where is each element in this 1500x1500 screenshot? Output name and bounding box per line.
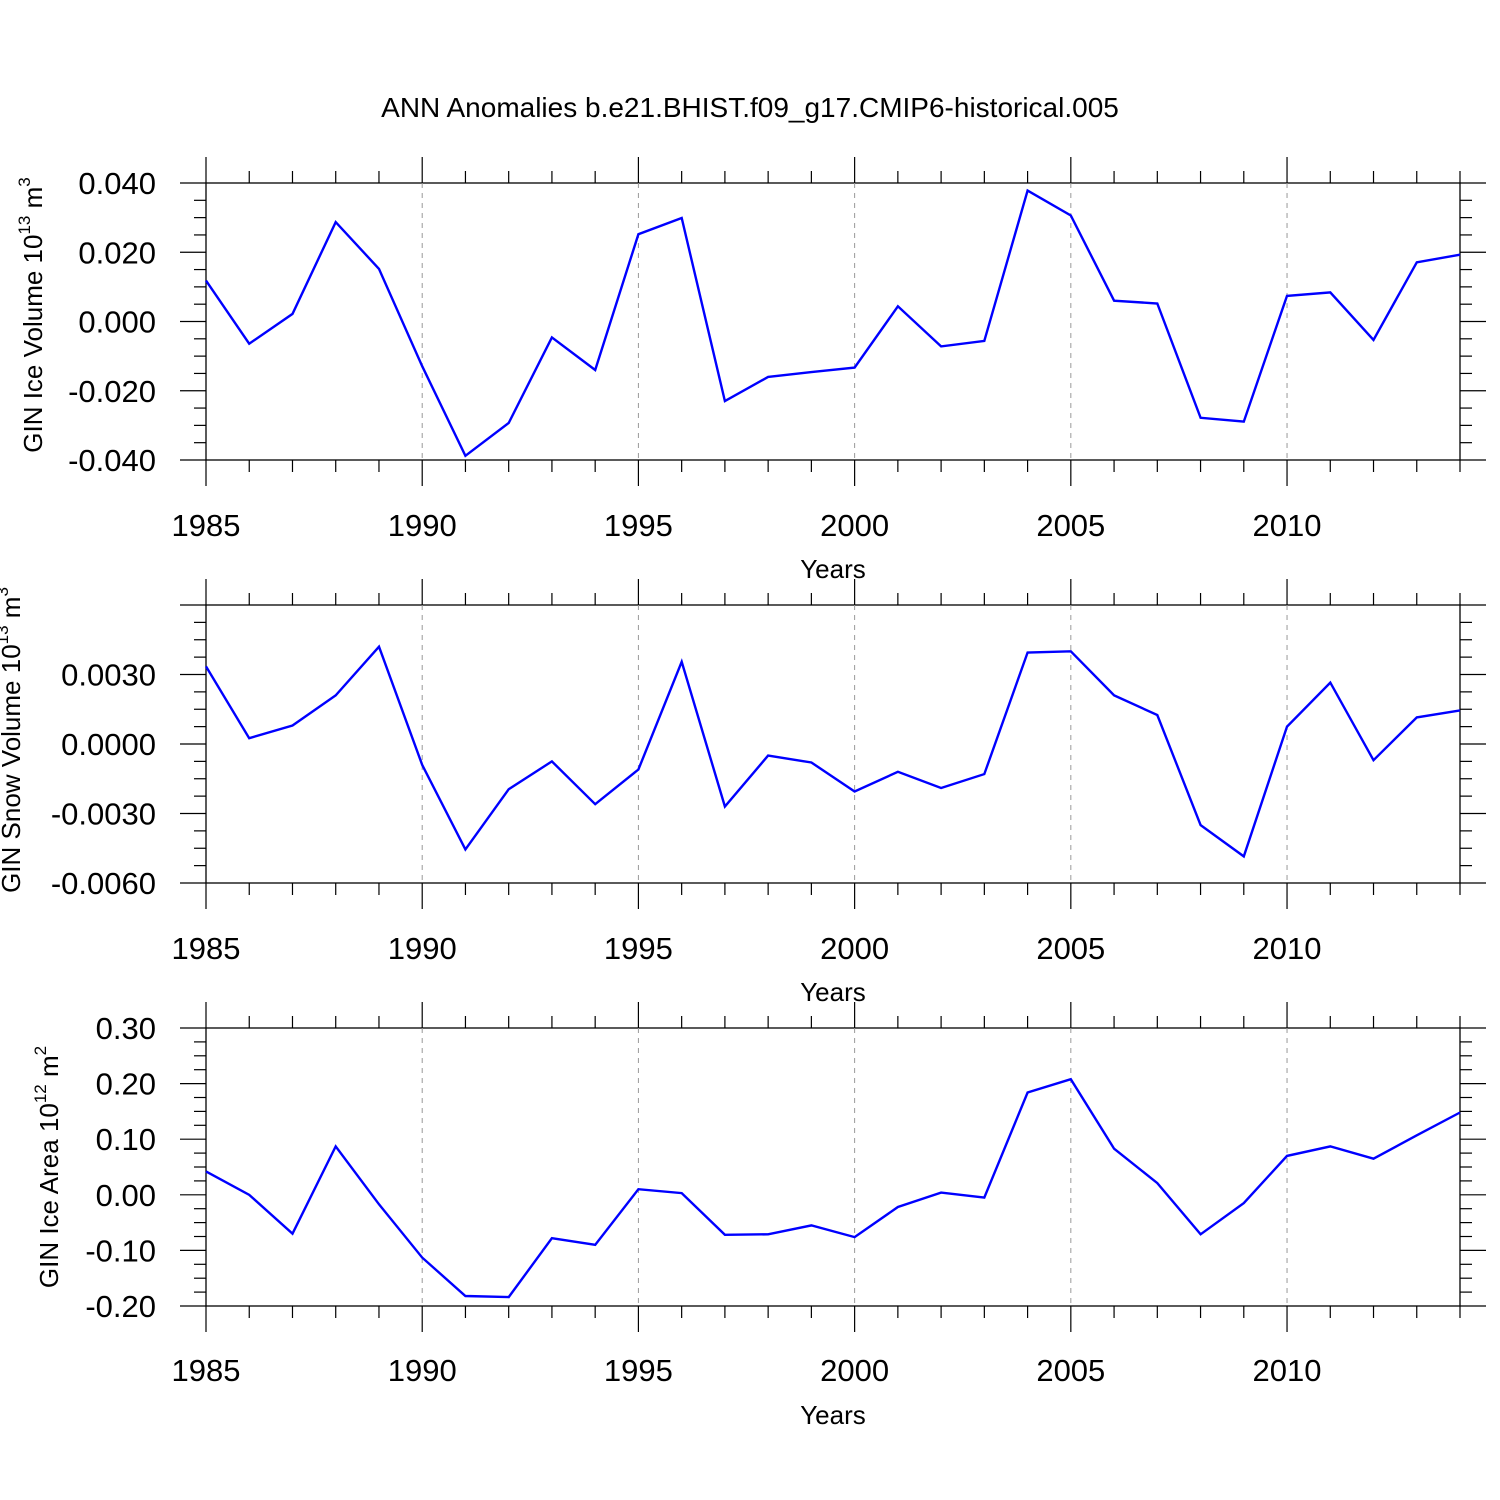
x-tick-label: 1990 (388, 931, 457, 966)
x-tick-label: 1995 (604, 931, 673, 966)
y-tick-label: -0.20 (85, 1289, 156, 1324)
x-tick-label: 1985 (172, 1353, 241, 1388)
x-tick-label: 2010 (1253, 1353, 1322, 1388)
x-tick-label: 2005 (1036, 1353, 1105, 1388)
y-tick-label: -0.040 (68, 443, 156, 478)
y-tick-label: -0.10 (85, 1233, 156, 1268)
chart-panel-3: 0.30 0.20 0.10 0.00 -0.10 -0.20 1985 1990 1995 20… (31, 1002, 1486, 1430)
x-tick-label: 2010 (1253, 508, 1322, 543)
y-tick-label: 0.10 (96, 1122, 156, 1157)
x-tick-label: 1985 (172, 508, 241, 543)
x-axis-title: Years (800, 1400, 866, 1430)
y-tick-label: -0.0030 (51, 797, 156, 832)
x-tick-label: 2000 (820, 508, 889, 543)
y-tick-label: 0.20 (96, 1067, 156, 1102)
plot-frame (205, 1027, 1461, 1307)
y-tick-label: 0.00 (96, 1178, 156, 1213)
x-tick-label: 2000 (820, 1353, 889, 1388)
x-tick-label: 2005 (1036, 508, 1105, 543)
y-axis-title: GIN Snow Volume 1013 m3 (0, 587, 26, 893)
x-tick-label: 2005 (1036, 931, 1105, 966)
x-tick-label: 1990 (388, 508, 457, 543)
x-tick-label: 1995 (604, 1353, 673, 1388)
y-tick-label: 0.0030 (61, 658, 156, 693)
y-axis-title: GIN Ice Area 1012 m2 (31, 1046, 64, 1288)
plot-frame (205, 182, 1461, 461)
y-tick-label: 0.000 (78, 305, 156, 340)
y-tick-label: 0.040 (78, 166, 156, 201)
y-tick-label: 0.30 (96, 1011, 156, 1046)
x-tick-label: 2000 (820, 931, 889, 966)
x-tick-label: 1995 (604, 508, 673, 543)
series-line (205, 1077, 1461, 1299)
series-line (205, 188, 1461, 458)
figure-title: ANN Anomalies b.e21.BHIST.f09_g17.CMIP6-… (381, 92, 1119, 123)
x-tick-label: 1985 (172, 931, 241, 966)
y-tick-label: -0.0060 (51, 866, 156, 901)
chart-panel-1: 0.040 0.020 0.000 -0.020 -0.040 1985 1990 1995 2… (15, 157, 1486, 584)
series-line (204, 644, 1461, 859)
y-tick-label: 0.020 (78, 235, 156, 270)
y-tick-label: -0.020 (68, 374, 156, 409)
chart-panel-2: 0.0030 0.0000 -0.0030 -0.0060 1985 1990 1995 20… (0, 579, 1486, 1007)
y-axis-title: GIN Ice Volume 1013 m3 (15, 177, 48, 453)
plot-frame (205, 604, 1461, 884)
x-axis-title: Years (800, 554, 866, 584)
x-axis-title: Years (800, 977, 866, 1007)
x-tick-label: 2010 (1253, 931, 1322, 966)
x-tick-label: 1990 (388, 1353, 457, 1388)
y-tick-label: 0.0000 (61, 727, 156, 762)
